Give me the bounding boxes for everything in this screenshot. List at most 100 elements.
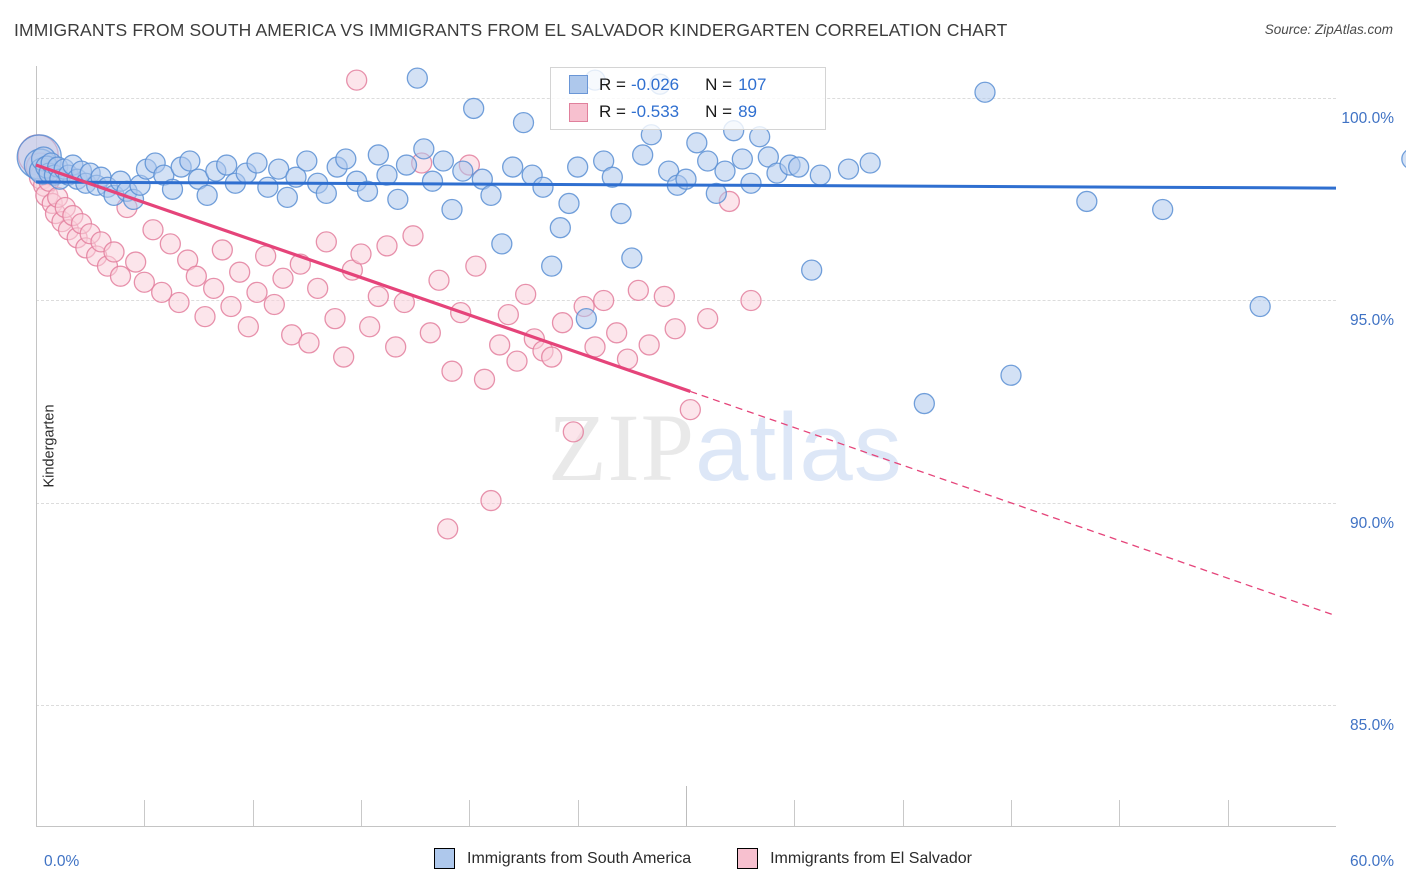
data-point <box>281 324 303 346</box>
data-point <box>103 241 125 263</box>
data-point <box>268 158 290 180</box>
data-point <box>47 186 69 209</box>
n-value-pink: 89 <box>738 102 757 122</box>
data-point <box>211 239 233 261</box>
data-point <box>411 152 433 174</box>
data-point <box>593 150 615 172</box>
data-point <box>144 152 166 174</box>
n-value-blue: 107 <box>738 74 767 94</box>
x-axis-tick <box>686 786 687 826</box>
data-point <box>506 350 528 372</box>
data-point <box>441 198 463 221</box>
data-point <box>142 219 164 241</box>
data-point <box>532 176 554 198</box>
data-point <box>837 158 860 180</box>
data-point <box>387 188 409 211</box>
data-point <box>38 170 60 192</box>
data-point <box>341 259 363 281</box>
data-point <box>521 164 543 186</box>
data-point <box>512 111 535 134</box>
data-point <box>437 518 459 540</box>
data-point <box>62 154 84 176</box>
legend-swatch-el-salvador <box>569 102 588 122</box>
data-point <box>575 308 597 330</box>
data-point <box>194 305 216 328</box>
watermark-atlas: atlas <box>695 394 903 501</box>
data-point <box>664 318 686 340</box>
data-point <box>35 183 59 208</box>
data-point <box>326 156 348 178</box>
legend-color-swatch-south-america <box>434 848 456 869</box>
data-point <box>246 152 268 174</box>
data-point <box>129 174 151 196</box>
data-point <box>502 156 524 178</box>
trendline-south-america <box>35 180 1337 190</box>
data-point <box>450 301 472 324</box>
data-point <box>471 168 493 190</box>
data-point <box>452 160 474 182</box>
data-point <box>289 253 311 275</box>
data-point <box>606 322 628 344</box>
data-point <box>757 146 779 168</box>
r-value-pink: -0.533 <box>630 102 680 122</box>
data-point <box>632 144 654 166</box>
data-point <box>205 160 227 182</box>
data-point <box>335 148 357 170</box>
data-point <box>419 322 441 344</box>
data-point <box>57 164 80 186</box>
data-point <box>859 152 881 174</box>
data-point <box>135 158 158 180</box>
data-point <box>86 174 108 196</box>
data-point <box>367 144 389 166</box>
data-point <box>296 150 318 172</box>
data-point <box>235 162 257 184</box>
data-point <box>532 340 554 362</box>
data-point <box>298 332 320 354</box>
legend-item-el-salvador[interactable]: Immigrants from El Salvador <box>737 848 972 869</box>
data-point <box>653 285 675 308</box>
data-point <box>324 308 346 330</box>
data-point <box>705 182 727 204</box>
data-point <box>523 328 545 350</box>
data-point <box>246 281 268 304</box>
x-axis-tick <box>361 800 362 826</box>
legend-swatch-south-america <box>569 75 588 95</box>
data-point <box>116 196 138 219</box>
data-point <box>47 156 69 178</box>
data-point <box>103 184 125 207</box>
data-point <box>57 219 80 241</box>
data-point <box>62 204 84 227</box>
data-point <box>376 164 398 186</box>
data-point <box>480 184 502 207</box>
legend-label-el-salvador: Immigrants from El Salvador <box>770 849 972 867</box>
r-label-blue: R = <box>599 74 626 94</box>
source-attribution: Source: ZipAtlas.com <box>1264 22 1393 37</box>
x-axis-tick <box>1011 800 1012 826</box>
data-point <box>346 170 368 192</box>
data-point <box>255 245 277 267</box>
data-point <box>359 316 381 338</box>
data-point <box>610 202 632 225</box>
data-point <box>463 97 485 120</box>
x-axis-tick <box>902 800 904 826</box>
page-title: IMMIGRANTS FROM SOUTH AMERICA VS IMMIGRA… <box>14 20 1008 40</box>
gridline <box>36 704 1336 706</box>
data-point <box>122 188 145 211</box>
data-point <box>346 69 368 91</box>
legend-item-south-america[interactable]: Immigrants from South America <box>434 848 691 869</box>
data-point <box>489 334 511 356</box>
r-value-blue: -0.026 <box>630 74 680 94</box>
data-point <box>133 271 155 293</box>
data-point <box>315 182 337 204</box>
x-axis-min-label: 0.0% <box>44 853 80 870</box>
data-point <box>402 225 424 247</box>
data-point <box>66 227 88 249</box>
data-point <box>658 160 680 182</box>
data-point <box>229 261 251 283</box>
data-point <box>697 150 719 172</box>
data-point <box>584 336 606 358</box>
data-point <box>731 148 753 170</box>
data-point <box>161 178 184 200</box>
data-point <box>75 237 97 259</box>
